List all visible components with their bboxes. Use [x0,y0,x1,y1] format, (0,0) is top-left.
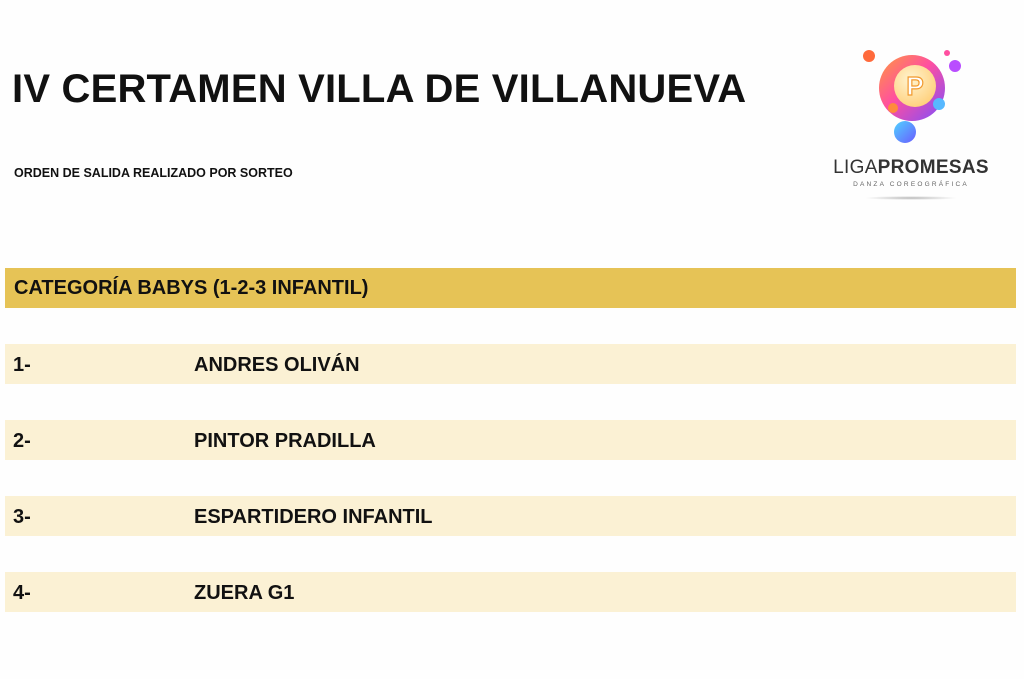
entry-number: 4- [13,582,31,604]
entry-row: 1- ANDRES OLIVÁN [5,344,1016,384]
entry-row: 2- PINTOR PRADILLA [5,420,1016,460]
entry-name: ZUERA G1 [194,582,295,604]
entry-number: 2- [13,430,31,452]
logo-letter: P [906,71,923,101]
logo-tagline: DANZA COREOGRÁFICA [853,181,969,188]
page-subtitle: ORDEN DE SALIDA REALIZADO POR SORTEO [14,166,293,180]
logo-mark-icon: P [863,50,961,143]
entry-number: 1- [13,354,31,376]
entry-name: ANDRES OLIVÁN [194,354,360,376]
entry-number: 3- [13,506,31,528]
entry-row: 4- ZUERA G1 [5,572,1016,612]
entry-row: 3- ESPARTIDERO INFANTIL [5,496,1016,536]
logo-name-light: LIGA [833,157,878,178]
category-label: CATEGORÍA BABYS (1-2-3 INFANTIL) [14,277,369,299]
liga-promesas-logo: P LIGAPROMESAS DANZA COREOGRÁFICA [822,46,1000,206]
page-title: IV CERTAMEN VILLA DE VILLANUEVA [12,67,747,111]
logo-wordmark: LIGAPROMESAS [822,157,1000,179]
logo-shadow [864,196,958,200]
entry-name: ESPARTIDERO INFANTIL [194,506,433,528]
category-header: CATEGORÍA BABYS (1-2-3 INFANTIL) [5,268,1016,308]
logo-name-bold: PROMESAS [877,157,989,178]
entry-name: PINTOR PRADILLA [194,430,376,452]
